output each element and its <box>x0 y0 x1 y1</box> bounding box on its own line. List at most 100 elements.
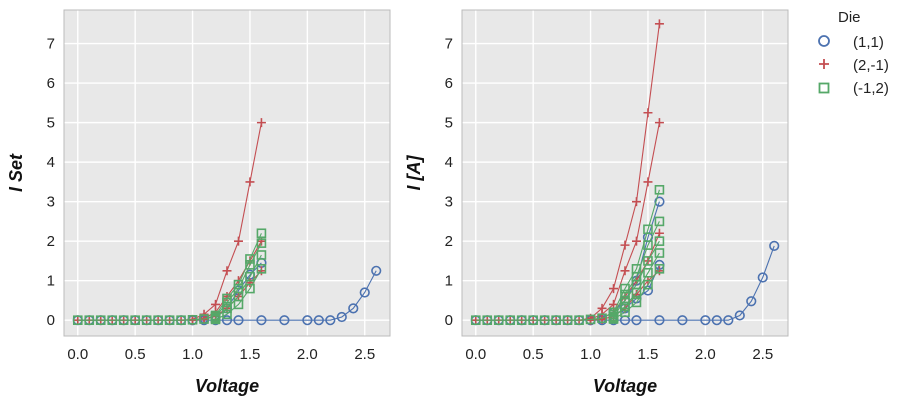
data-point <box>539 315 550 325</box>
legend-title: Die <box>838 9 861 26</box>
data-point <box>620 295 630 306</box>
data-point <box>245 260 255 270</box>
data-point <box>631 236 641 246</box>
data-point <box>493 315 504 325</box>
data-point <box>245 271 255 282</box>
data-point <box>620 240 630 250</box>
data-point <box>222 303 232 314</box>
legend-entry-m1-2: (-1,2) <box>818 80 889 97</box>
y-tick-label: 4 <box>47 154 55 171</box>
data-point <box>233 315 244 326</box>
data-point <box>643 224 653 235</box>
data-point <box>574 315 584 325</box>
data-point <box>348 303 359 314</box>
y-tick-label: 2 <box>47 233 55 250</box>
data-point <box>620 289 630 300</box>
data-point <box>643 177 653 187</box>
data-point <box>585 314 596 325</box>
data-point <box>516 315 527 325</box>
data-point <box>470 315 481 325</box>
y-tick-label: 4 <box>445 154 453 171</box>
x-tick-label: 0.0 <box>465 346 486 363</box>
data-point <box>107 315 118 325</box>
y-tick-label: 1 <box>47 273 55 290</box>
data-point <box>233 299 244 310</box>
data-point <box>256 266 266 276</box>
data-point <box>609 284 619 294</box>
data-point <box>84 315 95 325</box>
x-tick-label: 0.5 <box>523 346 544 363</box>
data-point <box>302 315 313 326</box>
x-axis-title: Voltage <box>593 376 657 396</box>
data-point <box>336 311 347 323</box>
data-point <box>757 272 768 283</box>
data-point <box>95 315 106 325</box>
x-tick-label: 1.5 <box>638 346 659 363</box>
x-tick-label: 1.5 <box>240 346 261 363</box>
data-point <box>221 315 233 326</box>
data-point <box>654 184 665 195</box>
plot-area <box>64 10 390 336</box>
data-point <box>631 287 642 298</box>
data-point <box>631 197 641 207</box>
data-point <box>256 264 267 274</box>
data-point <box>654 264 665 274</box>
data-point <box>597 313 607 324</box>
data-point <box>631 315 642 326</box>
data-point <box>141 315 152 325</box>
data-point <box>734 310 745 321</box>
data-point <box>631 297 642 308</box>
data-point <box>72 315 83 325</box>
data-point <box>256 315 267 326</box>
data-point <box>256 238 267 248</box>
data-point <box>746 296 757 307</box>
data-point <box>609 299 619 309</box>
y-tick-label: 7 <box>445 36 453 53</box>
data-point <box>118 315 129 325</box>
data-point <box>359 287 370 298</box>
data-point <box>211 299 221 309</box>
data-point <box>562 315 573 325</box>
data-point <box>210 314 221 325</box>
data-point <box>222 291 232 301</box>
series <box>470 184 665 325</box>
data-point <box>711 315 722 326</box>
data-point <box>528 315 538 325</box>
data-point <box>769 240 780 252</box>
data-point <box>654 216 665 227</box>
y-tick-label: 6 <box>47 75 55 92</box>
y-tick-label: 7 <box>47 36 55 53</box>
data-point <box>723 315 734 326</box>
y-axis-title: I [A] <box>404 155 424 191</box>
plot-area <box>462 10 788 336</box>
y-tick-label: 3 <box>445 194 453 211</box>
plot-frame <box>63 9 391 337</box>
data-point <box>608 314 619 324</box>
data-point <box>164 315 175 325</box>
data-point <box>654 196 665 207</box>
data-point <box>279 315 290 326</box>
legend-entry-2-m1: (2,-1) <box>819 57 889 74</box>
x-tick-label: 2.0 <box>297 346 318 363</box>
legend-label: (2,-1) <box>853 57 889 74</box>
data-point <box>256 228 267 239</box>
data-point <box>187 314 198 325</box>
data-point <box>505 315 516 325</box>
data-point <box>233 236 243 246</box>
legend-marker-square <box>818 82 830 94</box>
data-point <box>654 19 664 29</box>
x-tick-label: 0.0 <box>67 346 88 363</box>
x-tick-label: 2.5 <box>752 346 773 363</box>
data-point <box>313 315 324 326</box>
data-point <box>256 250 267 260</box>
plot-frame <box>461 9 789 337</box>
data-point <box>620 307 630 318</box>
data-point <box>620 283 630 294</box>
y-tick-label: 3 <box>47 194 55 211</box>
data-point <box>654 236 665 246</box>
data-point <box>199 314 209 324</box>
data-point <box>222 297 232 308</box>
legend-entry-1-1: (1,1) <box>818 34 884 51</box>
data-point <box>620 266 630 276</box>
